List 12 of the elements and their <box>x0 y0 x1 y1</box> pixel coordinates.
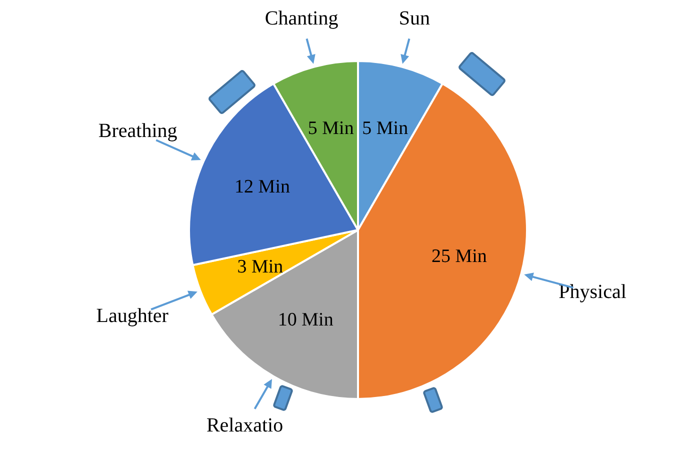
data-label: 25 Min <box>431 246 488 268</box>
slice-label: Chanting <box>264 8 338 30</box>
slice-label: Laughter <box>96 304 169 327</box>
data-label: 10 Min <box>278 310 334 331</box>
data-label: 3 Min <box>237 256 284 278</box>
slice-label: Relaxatio <box>206 414 284 436</box>
slice-label: Physical <box>558 281 627 304</box>
data-label: 5 Min <box>362 118 409 139</box>
slice-label: Breathing <box>98 120 178 142</box>
data-label: 12 Min <box>234 176 290 198</box>
slice-label: Sun <box>398 8 430 30</box>
data-label: 5 Min <box>308 118 354 139</box>
